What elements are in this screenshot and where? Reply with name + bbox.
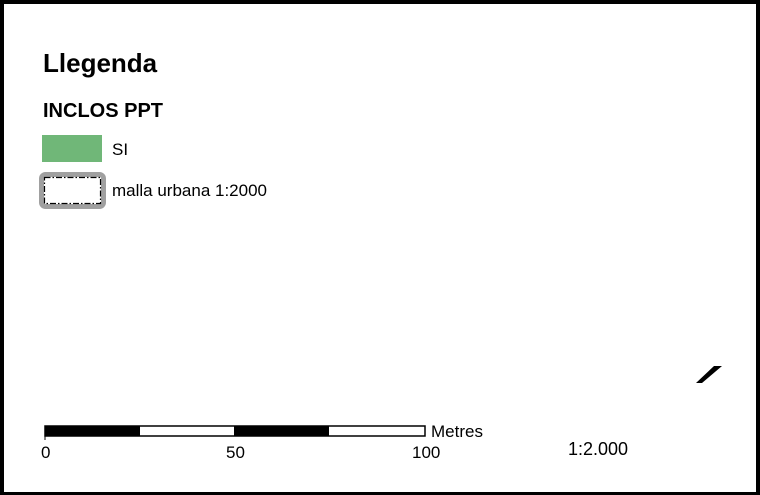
- scale-bar: [44, 425, 426, 440]
- scale-bar-tick-label: 50: [226, 443, 245, 462]
- scale-bar-unit-label: Metres: [431, 422, 483, 441]
- north-arrow-icon: [696, 366, 722, 383]
- legend-layer-title: INCLOS PPT: [43, 100, 164, 122]
- scale-bar-tick-label: 0: [41, 443, 51, 462]
- scale-bar-tick-label: 100: [412, 443, 441, 462]
- legend-swatch-malla-urbana: [39, 172, 106, 209]
- legend-title: Llegenda: [43, 48, 158, 78]
- scale-ratio-text: 1:2.000: [568, 439, 629, 459]
- legend-item-label-si: SI: [112, 140, 129, 159]
- legend-swatch-si: [42, 135, 102, 162]
- legend-item-label-malla-urbana: malla urbana 1:2000: [112, 181, 268, 200]
